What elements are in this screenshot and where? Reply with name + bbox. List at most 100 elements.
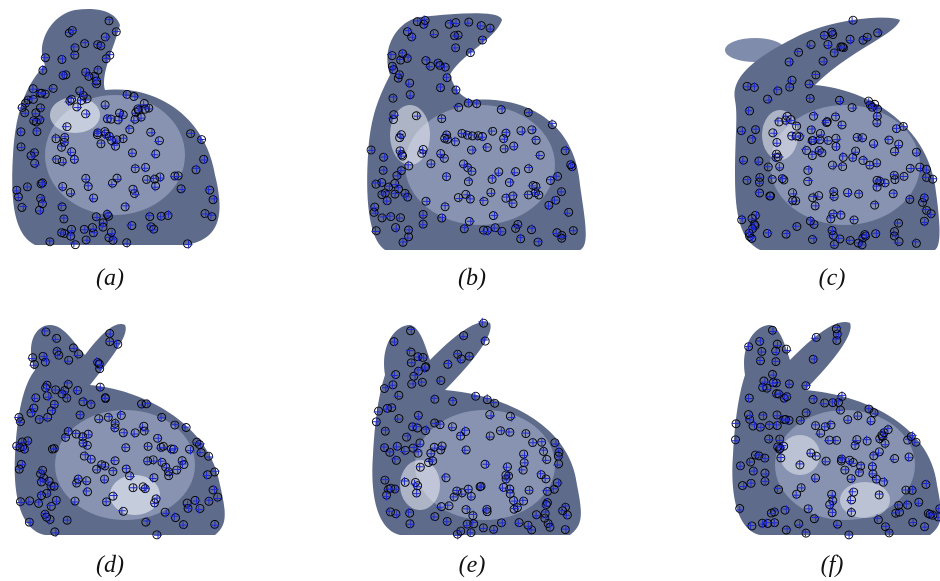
point-marker <box>893 218 903 228</box>
point-marker <box>208 194 219 205</box>
point-marker <box>68 343 78 353</box>
point-marker <box>504 178 515 187</box>
point-marker <box>452 486 462 496</box>
point-marker <box>849 215 859 225</box>
point-marker <box>57 389 67 399</box>
point-marker <box>502 462 512 472</box>
point-marker <box>498 482 509 493</box>
point-marker <box>41 383 51 393</box>
point-marker <box>115 108 125 118</box>
point-marker <box>827 27 837 37</box>
point-marker <box>417 377 427 387</box>
point-marker <box>398 48 408 59</box>
point-marker <box>837 161 848 172</box>
point-marker <box>527 224 537 235</box>
caption-e: (e) <box>458 552 486 578</box>
point-marker <box>405 519 415 529</box>
point-marker <box>380 475 390 485</box>
point-marker <box>553 459 564 470</box>
point-marker <box>763 162 773 172</box>
point-marker <box>758 410 768 421</box>
point-marker <box>782 391 792 402</box>
point-marker <box>467 166 477 176</box>
point-marker <box>786 115 796 125</box>
point-marker <box>81 173 91 184</box>
point-marker <box>527 181 538 190</box>
point-marker <box>776 453 786 463</box>
point-marker <box>889 454 900 464</box>
point-marker <box>42 512 52 522</box>
point-marker <box>204 185 215 195</box>
point-marker <box>32 126 42 137</box>
point-marker <box>557 233 567 243</box>
point-marker <box>487 126 498 136</box>
point-marker <box>731 435 740 445</box>
point-marker <box>933 512 940 522</box>
point-marker <box>101 54 111 64</box>
point-marker <box>79 450 90 461</box>
point-marker <box>40 326 51 337</box>
point-marker <box>852 132 862 142</box>
point-marker <box>818 56 829 66</box>
caption-a: (a) <box>96 265 124 291</box>
point-marker <box>418 353 428 362</box>
point-marker <box>766 508 776 518</box>
point-marker <box>805 216 815 226</box>
point-marker <box>759 376 769 386</box>
point-marker <box>795 415 806 425</box>
point-marker <box>93 64 103 75</box>
point-marker <box>393 414 404 424</box>
point-marker <box>403 232 414 242</box>
point-marker <box>550 438 561 448</box>
point-marker <box>532 510 541 520</box>
point-marker <box>386 50 397 61</box>
point-marker <box>200 209 210 219</box>
point-marker <box>382 490 392 501</box>
point-marker <box>831 435 841 445</box>
point-marker <box>805 94 815 103</box>
point-marker <box>35 103 46 113</box>
point-marker <box>545 522 555 532</box>
point-marker <box>118 428 129 438</box>
point-marker <box>150 149 161 159</box>
bunny-render-c <box>725 17 940 250</box>
point-marker <box>57 228 67 238</box>
point-marker <box>73 474 83 484</box>
point-marker <box>206 211 217 222</box>
point-marker <box>791 222 802 231</box>
point-marker <box>456 431 466 441</box>
point-marker <box>755 356 765 366</box>
point-marker <box>194 503 205 514</box>
point-marker <box>466 491 476 502</box>
point-marker <box>80 38 90 49</box>
point-marker <box>464 216 475 226</box>
point-marker <box>48 444 58 454</box>
point-marker <box>204 496 214 506</box>
point-marker <box>827 160 838 171</box>
point-marker <box>152 530 163 540</box>
point-marker <box>764 434 774 444</box>
point-marker <box>466 528 476 538</box>
point-marker <box>921 205 932 215</box>
point-marker <box>858 155 868 165</box>
point-marker <box>856 460 866 471</box>
point-marker <box>176 184 187 194</box>
point-marker <box>62 393 72 403</box>
point-marker <box>763 94 773 105</box>
point-marker <box>773 442 783 452</box>
point-marker <box>94 414 104 424</box>
point-marker <box>528 438 538 448</box>
point-marker <box>499 144 510 154</box>
point-marker <box>78 396 89 407</box>
point-marker <box>385 507 395 517</box>
point-marker <box>402 192 413 202</box>
point-marker <box>848 15 858 26</box>
point-marker <box>837 42 847 52</box>
point-marker <box>735 504 745 514</box>
point-marker <box>844 530 854 540</box>
point-marker <box>380 426 390 436</box>
point-marker <box>888 189 898 199</box>
point-marker <box>490 223 500 233</box>
point-marker <box>81 235 92 245</box>
point-marker <box>523 190 533 200</box>
